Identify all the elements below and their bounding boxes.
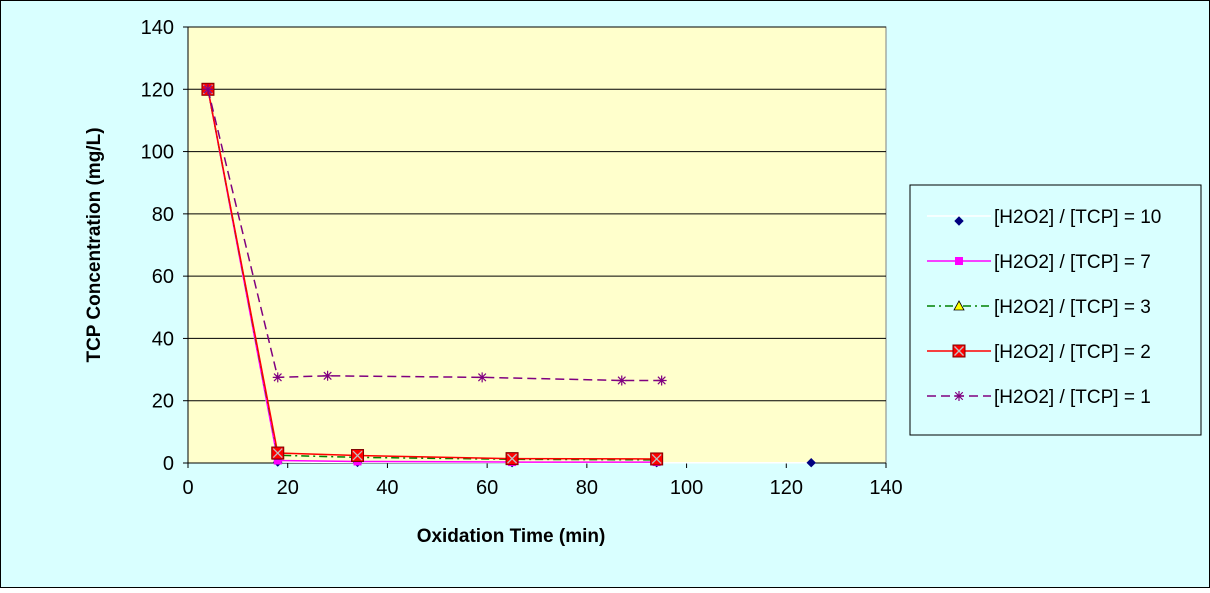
data-point	[477, 372, 488, 383]
y-tick-label: 60	[152, 266, 174, 288]
x-tick-label: 40	[376, 477, 398, 499]
data-point	[806, 457, 816, 468]
legend: [H2O2] / [TCP] = 10 [H2O2] / [TCP] = 7 [H2…	[909, 184, 1202, 436]
legend-label: [H2O2] / [TCP] = 7	[994, 252, 1151, 273]
series-star	[202, 84, 667, 386]
legend-item: [H2O2] / [TCP] = 2	[927, 342, 1151, 363]
y-tick-label: 0	[163, 453, 174, 475]
data-point	[955, 257, 963, 265]
x-tick-label: 0	[182, 477, 193, 499]
y-axis-title: TCP Concentration (mg/L)	[84, 127, 105, 362]
data-point	[322, 370, 333, 381]
x-tick-label: 140	[869, 477, 902, 499]
legend-label: [H2O2] / [TCP] = 10	[994, 207, 1161, 228]
x-tick-label: 100	[670, 477, 703, 499]
data-point	[272, 372, 283, 383]
y-tick-label: 80	[152, 204, 174, 226]
x-tick-label: 60	[476, 477, 498, 499]
x-tick-label: 120	[770, 477, 803, 499]
data-point	[271, 446, 285, 460]
data-point	[954, 391, 964, 401]
data-point	[953, 300, 965, 311]
data-point	[505, 452, 519, 466]
series-layer	[201, 82, 816, 468]
legend-item: [H2O2] / [TCP] = 3	[927, 297, 1151, 318]
y-tick-label: 120	[141, 79, 174, 101]
y-tick-label: 100	[141, 142, 174, 164]
data-point	[202, 84, 213, 95]
gridlines	[188, 26, 886, 402]
y-tick-label: 140	[141, 17, 174, 39]
y-tick-label: 40	[152, 328, 174, 350]
x-axis-title: Oxidation Time (min)	[417, 526, 606, 547]
plot-area	[187, 26, 887, 464]
x-tick-label: 80	[576, 477, 598, 499]
legend-label: [H2O2] / [TCP] = 2	[994, 342, 1151, 363]
legend-item: [H2O2] / [TCP] = 10	[927, 207, 1161, 228]
data-point	[954, 216, 964, 226]
legend-item: [H2O2] / [TCP] = 1	[927, 387, 1151, 408]
x-tick-label: 20	[277, 477, 299, 499]
legend-label: [H2O2] / [TCP] = 1	[994, 387, 1151, 408]
series-square-x	[201, 82, 664, 466]
data-point	[616, 375, 627, 386]
legend-label: [H2O2] / [TCP] = 3	[994, 297, 1151, 318]
data-point	[952, 344, 966, 358]
data-point	[650, 452, 664, 466]
legend-item: [H2O2] / [TCP] = 7	[927, 252, 1151, 273]
data-point	[351, 449, 365, 463]
y-tick-label: 20	[152, 391, 174, 413]
series-line	[207, 89, 662, 382]
data-point	[656, 375, 667, 386]
